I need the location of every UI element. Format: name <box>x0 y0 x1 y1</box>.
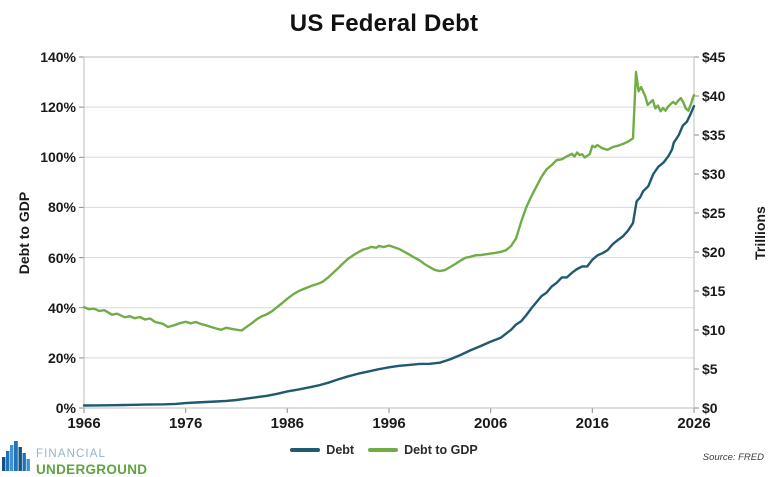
legend-item-debt: Debt <box>290 443 354 457</box>
chart-title: US Federal Debt <box>289 10 479 37</box>
series-line-debt-to-gdp <box>82 70 696 332</box>
right-axis-tick-label: $45 <box>702 49 726 65</box>
left-axis-tick-label: 40% <box>47 299 76 316</box>
right-axis-tick-label: $5 <box>702 361 718 377</box>
legend: Debt Debt to GDP <box>0 443 768 457</box>
left-axis-tick-label: 80% <box>47 199 76 216</box>
left-axis-tick-label: 100% <box>40 149 76 166</box>
left-axis-tick-label: 140% <box>40 49 76 65</box>
legend-label-debt: Debt <box>326 443 355 457</box>
series-line-debt <box>82 104 696 407</box>
right-axis-tick-label: $0 <box>702 400 718 416</box>
debt-to-gdp-line-swatch-icon <box>368 448 399 452</box>
source-credit: Source: FRED <box>702 452 764 463</box>
left-axis-tick-label: 0% <box>55 400 76 416</box>
brand-logo: FINANCIAL UNDERGROUND <box>2 439 147 476</box>
brand-word-underground: UNDERGROUND <box>36 461 148 477</box>
right-axis-tick-label: $20 <box>702 244 726 260</box>
x-axis-tick-label: 1996 <box>372 415 406 432</box>
brand-word-financial: FINANCIAL <box>36 448 106 460</box>
x-axis-tick-label: 2016 <box>575 415 610 432</box>
x-axis-tick-label: 1976 <box>168 415 203 432</box>
left-axis-tick-label: 120% <box>40 99 76 116</box>
x-axis-tick-label: 1986 <box>270 415 305 432</box>
legend-label-debt-to-gdp: Debt to GDP <box>404 443 478 457</box>
left-axis-tick-label: 20% <box>47 349 76 366</box>
x-axis-tick-label: 2006 <box>473 415 508 432</box>
right-axis-tick-label: $15 <box>702 283 726 299</box>
debt-line-swatch-icon <box>290 448 321 452</box>
right-axis-tick-label: $30 <box>702 166 726 182</box>
right-axis-tick-label: $35 <box>702 127 726 143</box>
right-axis-tick-label: $10 <box>702 322 726 338</box>
brand-name: FINANCIAL UNDERGROUND <box>36 448 148 477</box>
x-axis-tick-label: 2026 <box>677 415 711 432</box>
x-axis-tick-label: 1966 <box>67 415 101 432</box>
left-axis-tick-label: 60% <box>47 249 76 266</box>
skyline-icon <box>2 439 32 476</box>
right-axis-tick-label: $40 <box>702 88 726 104</box>
right-axis-tick-label: $25 <box>702 205 726 221</box>
legend-item-debt-to-gdp: Debt to GDP <box>368 443 478 457</box>
